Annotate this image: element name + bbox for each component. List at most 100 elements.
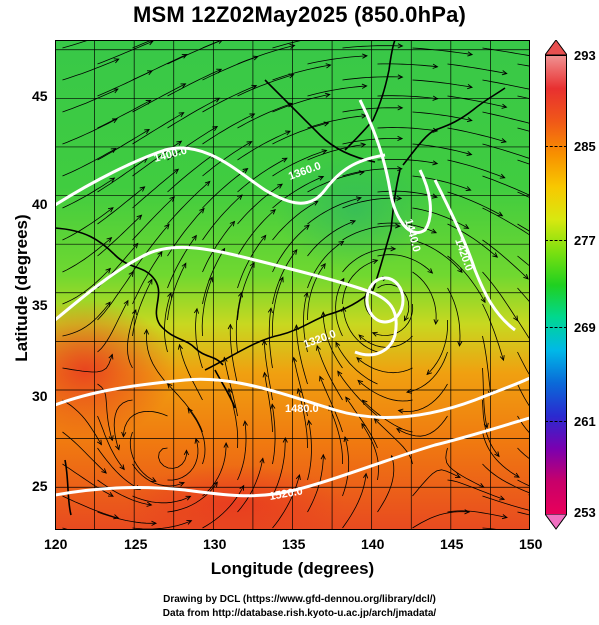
streamline-arrowhead [390, 246, 397, 252]
streamline-arrowhead [397, 43, 404, 49]
streamline [132, 112, 184, 145]
streamline [362, 399, 413, 433]
streamline [412, 143, 472, 155]
streamline [132, 520, 192, 530]
streamline-arrowhead [325, 63, 332, 69]
streamline [127, 309, 137, 369]
streamline-arrowhead [466, 117, 473, 123]
streamline-arrowhead [361, 422, 367, 429]
streamline [271, 404, 276, 465]
taiwan-coast [64, 459, 72, 516]
streamline [517, 319, 530, 341]
streamline-arrowhead [320, 453, 326, 460]
streamline [517, 287, 530, 304]
streamline [377, 63, 438, 68]
streamline [62, 88, 119, 113]
streamline [271, 277, 284, 337]
streamline [223, 357, 238, 417]
streamline [201, 277, 213, 337]
streamline [97, 271, 134, 321]
hokkaido-coast [402, 87, 506, 166]
contour-label: 1520.0 [268, 485, 303, 503]
streamline-arrowhead [318, 175, 325, 181]
streamline-arrowhead [432, 160, 439, 166]
streamline [97, 511, 156, 524]
streamline [187, 408, 206, 465]
streamline-arrowhead [363, 472, 369, 479]
streamline [62, 118, 118, 145]
streamline-arrowhead [397, 74, 404, 80]
streamline [97, 40, 154, 65]
colorbar-tick-label: 269 [574, 320, 596, 335]
streamline [482, 79, 530, 90]
streamline [412, 239, 463, 273]
russia-coast [264, 79, 376, 163]
streamline [447, 287, 461, 346]
streamline-arrowhead [427, 268, 434, 274]
streamline-arrowhead [360, 142, 367, 148]
streamline [237, 421, 247, 481]
streamline-arrowhead [150, 477, 157, 482]
streamline [272, 64, 331, 81]
streamline-arrowhead [166, 382, 173, 389]
streamline-arrowhead [315, 344, 321, 351]
streamline [62, 40, 90, 49]
streamline-arrowhead [362, 53, 368, 59]
streamline [482, 303, 504, 361]
streamline [342, 437, 350, 497]
streamline-arrowhead [180, 83, 187, 89]
streamline-arrowhead [358, 170, 365, 176]
streamline-arrowhead [372, 259, 379, 265]
streamline-arrowhead [139, 186, 146, 192]
streamline [307, 144, 366, 161]
streamline [167, 181, 211, 225]
streamline [337, 371, 378, 417]
streamline [356, 357, 413, 374]
streamline-arrowhead [119, 464, 125, 471]
streamline [307, 55, 367, 65]
streamline [445, 447, 484, 488]
streamline [482, 207, 530, 236]
streamline [97, 300, 129, 353]
streamline [447, 63, 507, 74]
streamline [167, 438, 199, 481]
streamline-arrowhead [285, 130, 291, 136]
streamline-arrowhead [110, 147, 117, 153]
streamline [62, 463, 114, 497]
streamline-arrowhead [216, 68, 223, 74]
streamline [272, 176, 324, 209]
streamline-arrowhead [212, 125, 219, 131]
streamline [123, 410, 168, 437]
streamline [296, 325, 308, 385]
y-tick-label: 30 [32, 388, 48, 404]
korea-china-coast [55, 227, 224, 366]
streamline [202, 194, 243, 241]
streamline [97, 186, 145, 225]
streamline [303, 292, 308, 353]
streamline [62, 177, 115, 209]
streamline [482, 495, 530, 511]
streamline [342, 225, 400, 241]
streamline [97, 70, 153, 97]
streamline [167, 481, 218, 513]
streamline [202, 443, 227, 497]
streamline-arrowhead [113, 58, 120, 64]
streamline-arrowhead [464, 509, 471, 515]
wind-streamlines [62, 40, 530, 530]
contour-1360 [358, 99, 432, 234]
streamline [132, 196, 175, 241]
streamline-arrowhead [397, 105, 404, 111]
streamline-arrowhead [193, 307, 200, 314]
streamline-arrowhead [432, 127, 439, 133]
streamline [342, 473, 367, 529]
streamline-arrowhead [295, 473, 301, 480]
streamline-arrowhead [121, 431, 127, 438]
streamline-arrowhead [169, 196, 176, 202]
streamline-arrowhead [323, 121, 330, 127]
streamline [372, 303, 414, 336]
streamline [237, 262, 255, 321]
streamline [229, 324, 238, 385]
streamline-arrowhead [212, 481, 218, 488]
streamline-arrowhead [246, 141, 253, 147]
streamline-arrowhead [455, 473, 461, 478]
